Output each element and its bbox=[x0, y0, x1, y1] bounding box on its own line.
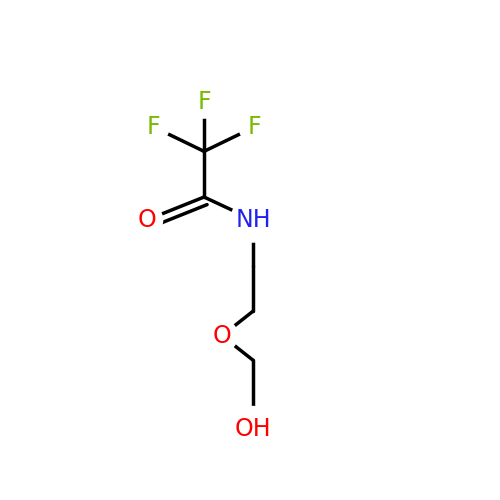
Circle shape bbox=[138, 111, 169, 142]
Circle shape bbox=[231, 198, 275, 242]
Text: O: O bbox=[212, 324, 232, 347]
Text: F: F bbox=[146, 115, 160, 139]
Circle shape bbox=[132, 204, 162, 236]
Text: NH: NH bbox=[235, 208, 271, 232]
Circle shape bbox=[206, 320, 238, 352]
Text: O: O bbox=[138, 208, 156, 232]
Text: F: F bbox=[197, 90, 211, 114]
Circle shape bbox=[231, 406, 275, 451]
Text: F: F bbox=[248, 115, 262, 139]
Circle shape bbox=[188, 87, 220, 118]
Circle shape bbox=[239, 111, 270, 142]
Text: OH: OH bbox=[234, 416, 272, 440]
